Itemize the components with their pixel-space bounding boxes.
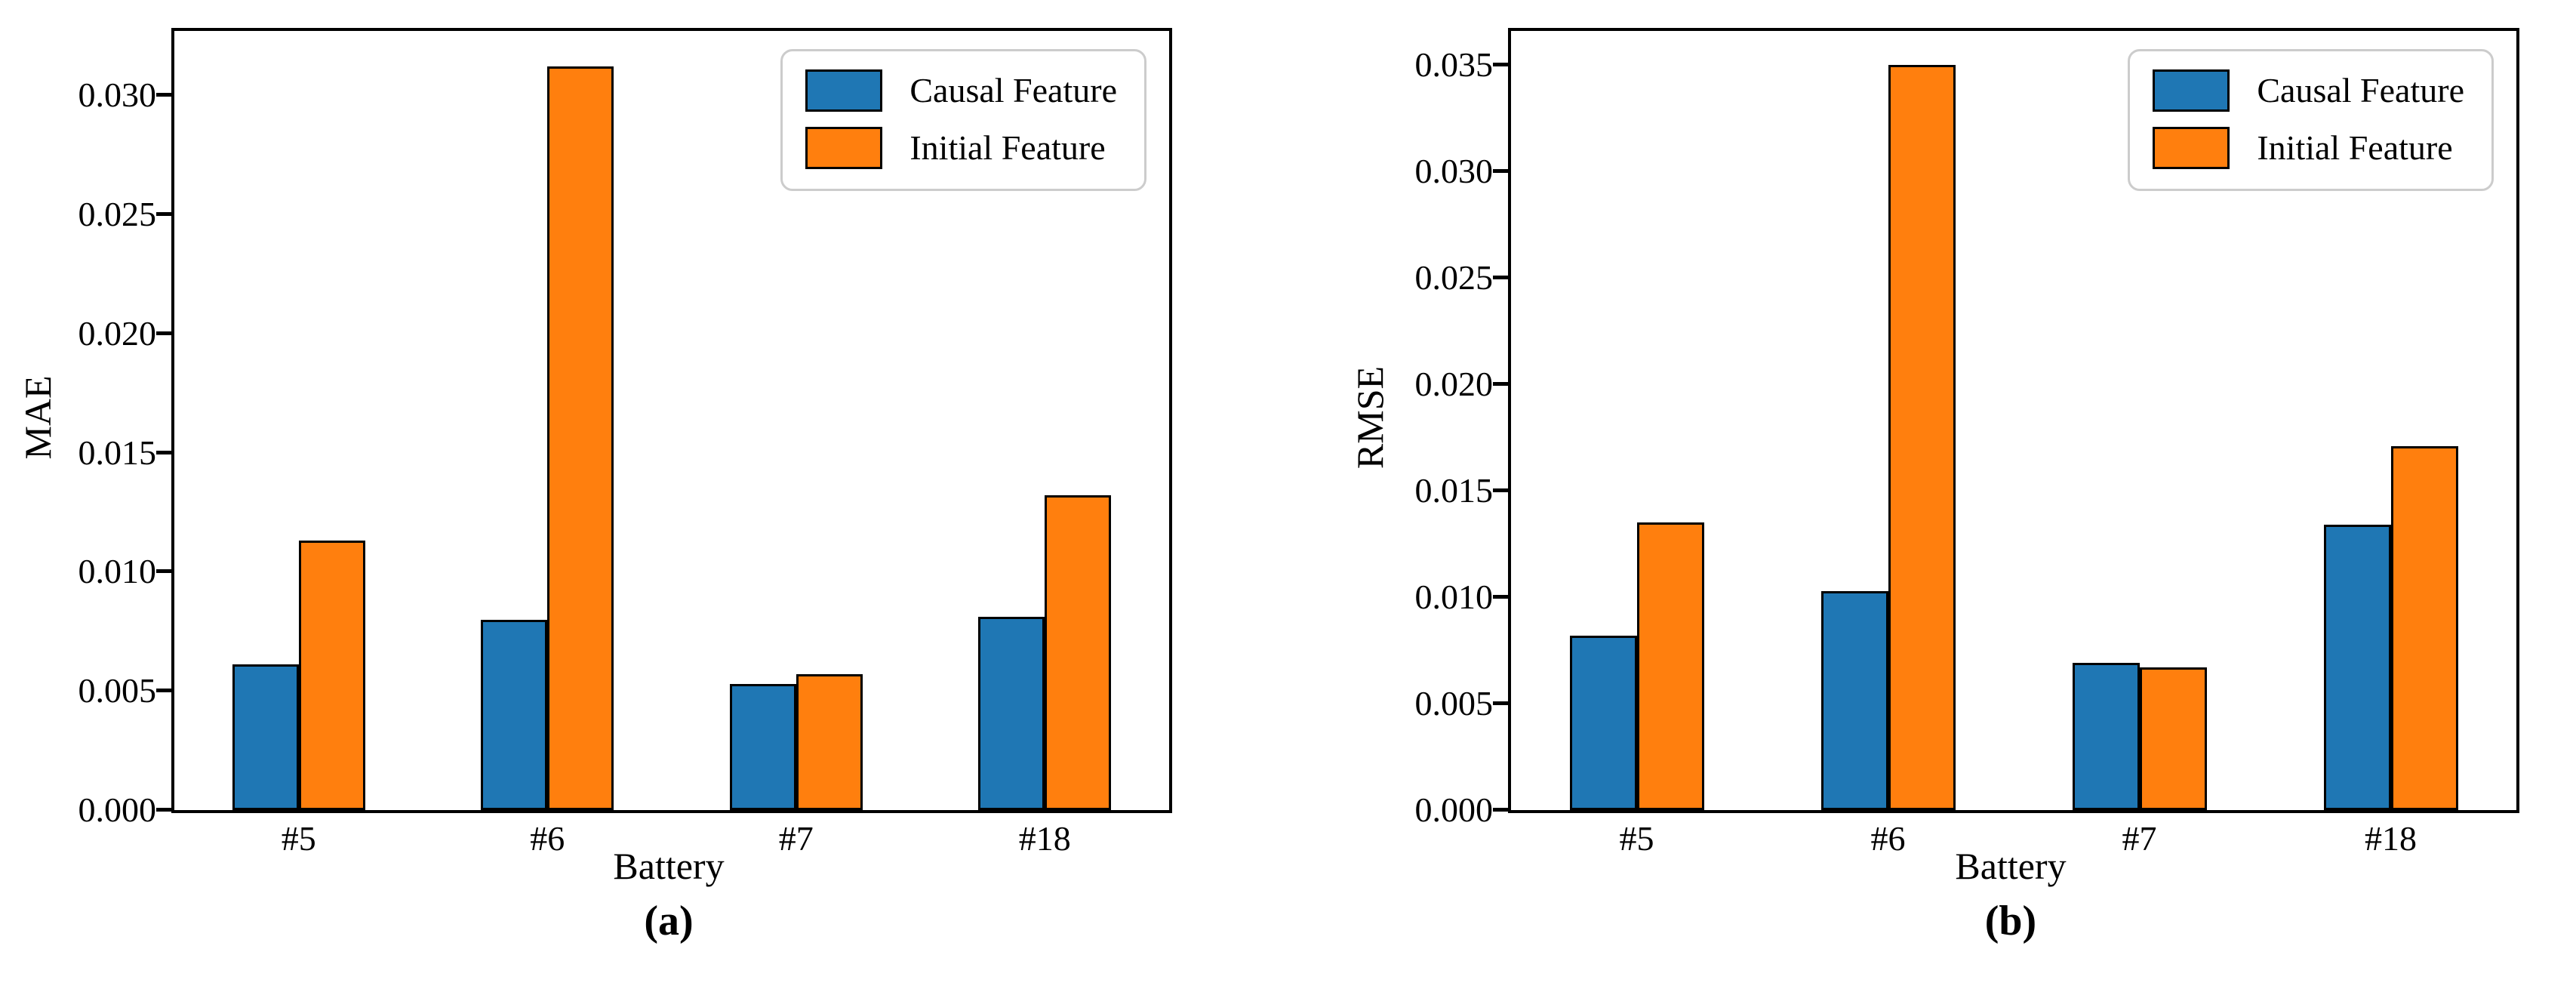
subplot-caption: (b) xyxy=(1984,898,2037,944)
x-tick-label: #5 xyxy=(281,819,316,858)
x-tick-label: #18 xyxy=(2365,819,2417,858)
x-tick-label: #6 xyxy=(530,819,565,858)
bar-initial-feature-18 xyxy=(2390,446,2458,810)
y-tick-label: 0.015 xyxy=(78,433,157,472)
x-tick-label: #7 xyxy=(2122,819,2157,858)
legend-swatch-initial-feature xyxy=(2153,127,2230,169)
y-tick-label: 0.030 xyxy=(78,75,157,115)
x-axis-label: Battery xyxy=(613,845,725,887)
legend-swatch-causal-feature xyxy=(2153,69,2230,112)
legend-item-causal-feature: Causal Feature xyxy=(805,69,1117,112)
y-tick-label: 0.030 xyxy=(1414,152,1494,191)
bar-causal-feature-18 xyxy=(978,617,1045,810)
plot-area-a: Causal Feature Initial Feature 0.000 0.00… xyxy=(78,28,1172,857)
y-tick-label: 0.025 xyxy=(78,195,157,234)
bar-causal-feature-6 xyxy=(481,620,548,810)
bar-causal-feature-18 xyxy=(2323,525,2391,810)
bar-causal-feature-6 xyxy=(1820,591,1888,810)
y-tick-label: 0.010 xyxy=(1414,578,1494,617)
bar-causal-feature-7 xyxy=(2072,663,2140,810)
bar-initial-feature-6 xyxy=(1888,65,1956,810)
y-tick-label: 0.020 xyxy=(1414,365,1494,404)
y-tick-mark xyxy=(1493,701,1508,706)
y-tick-mark xyxy=(156,331,171,335)
x-tick-label: #5 xyxy=(1619,819,1654,858)
bar-causal-feature-7 xyxy=(729,684,796,810)
y-tick-mark xyxy=(156,808,171,812)
y-tick-label: 0.015 xyxy=(1414,471,1494,510)
bar-initial-feature-6 xyxy=(547,66,614,810)
legend-item-initial-feature: Initial Feature xyxy=(2153,127,2464,169)
y-tick-label: 0.000 xyxy=(78,790,157,829)
y-tick-mark xyxy=(156,689,171,693)
y-tick-mark xyxy=(156,93,171,97)
legend-label: Causal Feature xyxy=(2257,71,2464,109)
legend-swatch-initial-feature xyxy=(805,127,883,169)
subplot-a: MAE Causal Feature Initial Feature 0.000… xyxy=(17,28,1172,944)
y-tick-label: 0.025 xyxy=(1414,258,1494,297)
y-tick-mark xyxy=(1493,595,1508,599)
y-tick-label: 0.005 xyxy=(1414,684,1494,723)
bar-initial-feature-5 xyxy=(1636,522,1704,810)
legend-item-initial-feature: Initial Feature xyxy=(805,127,1117,169)
bar-initial-feature-7 xyxy=(796,674,863,810)
bar-initial-feature-18 xyxy=(1045,495,1112,810)
x-axis-label: Battery xyxy=(1955,845,2067,887)
legend: Causal Feature Initial Feature xyxy=(780,49,1146,191)
x-tick-label: #7 xyxy=(778,819,814,858)
y-tick-mark xyxy=(1493,63,1508,67)
bar-causal-feature-5 xyxy=(1569,636,1637,810)
y-tick-mark xyxy=(156,569,171,574)
y-tick-mark xyxy=(156,212,171,217)
subplot-caption: (a) xyxy=(644,898,694,944)
y-tick-label: 0.010 xyxy=(78,552,157,591)
bar-causal-feature-5 xyxy=(232,664,299,810)
y-tick-mark xyxy=(156,450,171,454)
x-tick-label: #18 xyxy=(1018,819,1071,858)
y-tick-mark xyxy=(1493,808,1508,812)
legend-item-causal-feature: Causal Feature xyxy=(2153,69,2464,112)
x-tick-label: #6 xyxy=(1870,819,1906,858)
bar-initial-feature-5 xyxy=(298,541,365,810)
y-tick-mark xyxy=(1493,488,1508,493)
legend-swatch-causal-feature xyxy=(805,69,883,112)
y-tick-label: 0.005 xyxy=(78,671,157,710)
y-tick-mark xyxy=(1493,169,1508,174)
bar-initial-feature-7 xyxy=(2139,667,2207,810)
y-tick-label: 0.000 xyxy=(1414,790,1494,829)
y-tick-mark xyxy=(1493,382,1508,387)
legend-label: Initial Feature xyxy=(2257,128,2453,167)
legend: Causal Feature Initial Feature xyxy=(2128,49,2494,191)
legend-label: Causal Feature xyxy=(909,71,1117,109)
legend-label: Initial Feature xyxy=(909,128,1106,167)
y-tick-label: 0.020 xyxy=(78,313,157,353)
plot-area-b: Causal Feature Initial Feature 0.000 0.00… xyxy=(1415,28,2519,857)
subplot-b: RMSE Causal Feature Initial Feature 0.00… xyxy=(1288,0,2576,989)
y-tick-mark xyxy=(1493,276,1508,280)
y-tick-label: 0.035 xyxy=(1414,45,1494,85)
